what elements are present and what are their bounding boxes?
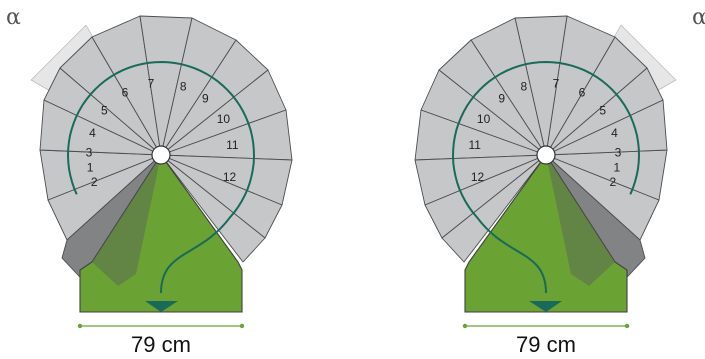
width-label: 79 cm: [516, 332, 576, 357]
angle-label: α: [692, 5, 705, 30]
step-number-2: 2: [91, 175, 98, 189]
stair-tread: [441, 154, 547, 263]
step-number-1: 1: [614, 161, 621, 175]
center-post: [151, 145, 171, 165]
dimension-end-dot: [462, 323, 468, 329]
center-post: [536, 145, 556, 165]
step-number-11: 11: [226, 138, 239, 152]
step-number-6: 6: [122, 86, 129, 100]
step-number-5: 5: [599, 104, 606, 118]
step-number-4: 4: [89, 126, 96, 140]
stair-tread: [160, 154, 266, 263]
walk-line-arrow: [145, 301, 178, 312]
step-number-10: 10: [217, 112, 231, 126]
walk-line-arrow: [529, 301, 562, 312]
step-number-12: 12: [223, 170, 237, 184]
step-number-3: 3: [615, 146, 622, 160]
step-number-4: 4: [611, 126, 618, 140]
angle-label: α: [6, 5, 21, 30]
step-number-9: 9: [202, 91, 209, 105]
step-number-11: 11: [468, 138, 481, 152]
step-number-1: 1: [87, 161, 94, 175]
step-number-8: 8: [520, 80, 527, 94]
landing-shadow: [546, 155, 615, 286]
step-number-7: 7: [148, 77, 155, 91]
dimension-end-dot: [77, 323, 83, 329]
step-number-10: 10: [477, 112, 491, 126]
walk-line: [66, 60, 256, 294]
dimension-end-dot: [239, 323, 245, 329]
width-label: 79 cm: [131, 332, 191, 357]
landing-shadow: [92, 155, 161, 286]
step-number-3: 3: [86, 146, 93, 160]
step-number-8: 8: [180, 80, 187, 94]
walk-line: [451, 60, 641, 294]
step-number-12: 12: [471, 170, 485, 184]
step-number-2: 2: [609, 175, 616, 189]
step-number-6: 6: [579, 86, 586, 100]
step-number-5: 5: [101, 104, 108, 118]
dimension-end-dot: [624, 323, 630, 329]
step-number-9: 9: [498, 91, 505, 105]
step-number-7: 7: [553, 77, 560, 91]
